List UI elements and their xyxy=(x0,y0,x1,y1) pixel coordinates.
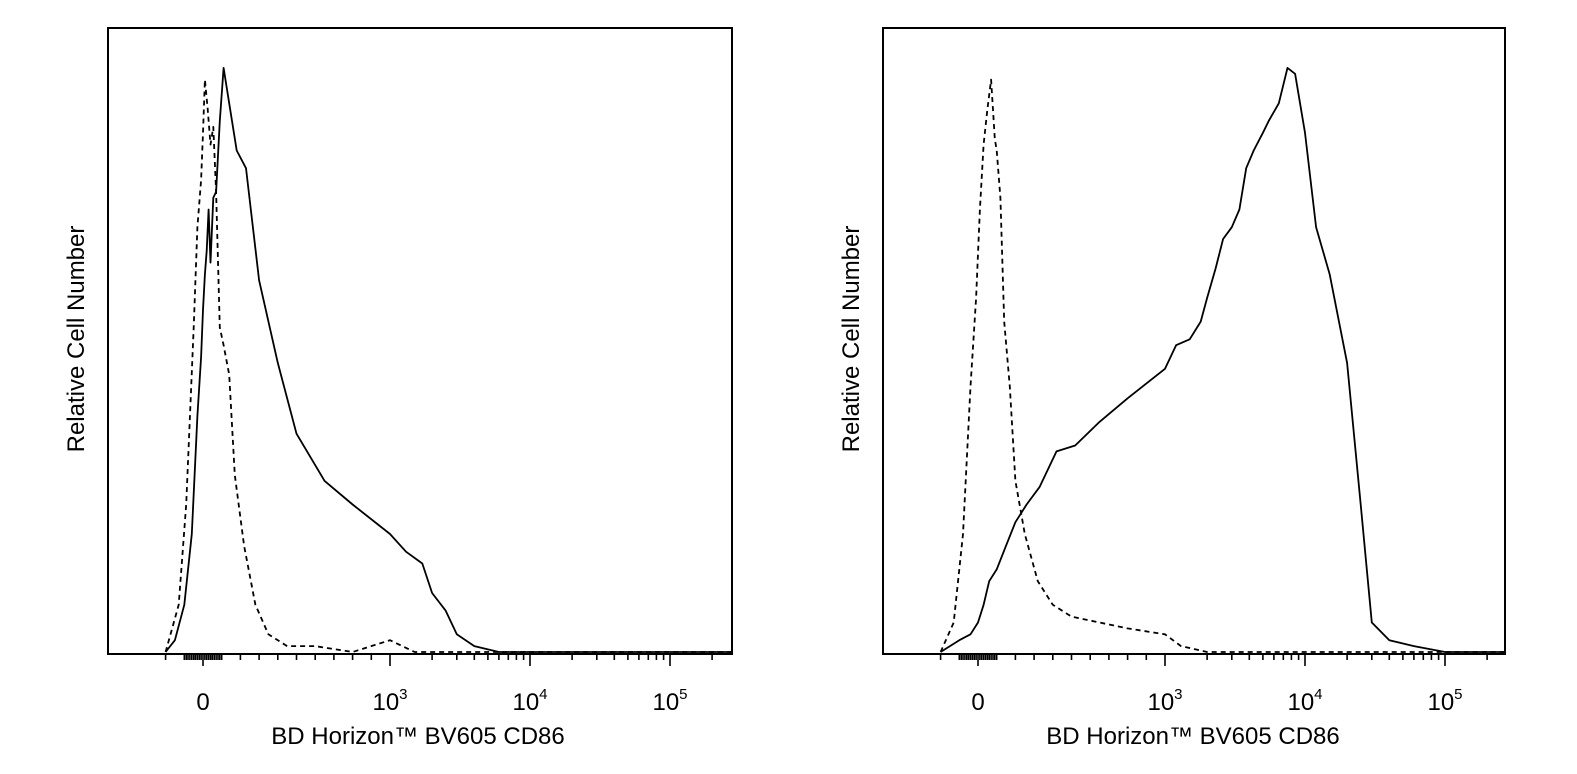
right-x-axis-ticks xyxy=(939,654,1488,666)
left-x-tick-labels: 0 103 104 105 xyxy=(196,686,687,716)
left-tick-label-100000: 105 xyxy=(652,686,687,716)
right-tick-label-10000: 104 xyxy=(1287,686,1322,716)
left-tick-label-10000: 104 xyxy=(512,686,547,716)
right-tick-label-1000: 103 xyxy=(1147,686,1182,716)
left-x-axis-ticks xyxy=(164,654,713,666)
right-tick-label-0: 0 xyxy=(971,689,984,716)
right-tick-label-100000: 105 xyxy=(1427,686,1462,716)
left-tick-label-1000: 103 xyxy=(372,686,407,716)
right-x-tick-labels: 0 103 104 105 xyxy=(971,686,1462,716)
right-y-axis-title: Relative Cell Number xyxy=(838,226,865,453)
right-plot-frame xyxy=(882,27,1506,655)
right-x-axis-title: BD Horizon™ BV605 CD86 xyxy=(1046,723,1339,750)
left-x-axis-title: BD Horizon™ BV605 CD86 xyxy=(271,723,564,750)
histogram-line-stained-left xyxy=(164,67,731,653)
left-plot-frame xyxy=(107,27,733,655)
left-series-group xyxy=(164,67,731,653)
histogram-line-isotype-control xyxy=(164,78,731,653)
left-histogram-panel: 0 103 104 105 BD Horizon™ BV605 CD86 Rel… xyxy=(63,27,733,750)
histogram-line-isotype-control xyxy=(939,78,1504,653)
left-y-axis-title: Relative Cell Number xyxy=(63,226,90,453)
right-series-group xyxy=(939,67,1504,653)
right-histogram-panel: 0 103 104 105 BD Horizon™ BV605 CD86 Rel… xyxy=(838,27,1506,750)
left-tick-label-0: 0 xyxy=(196,689,209,716)
histogram-line-stained-right xyxy=(940,67,1504,653)
